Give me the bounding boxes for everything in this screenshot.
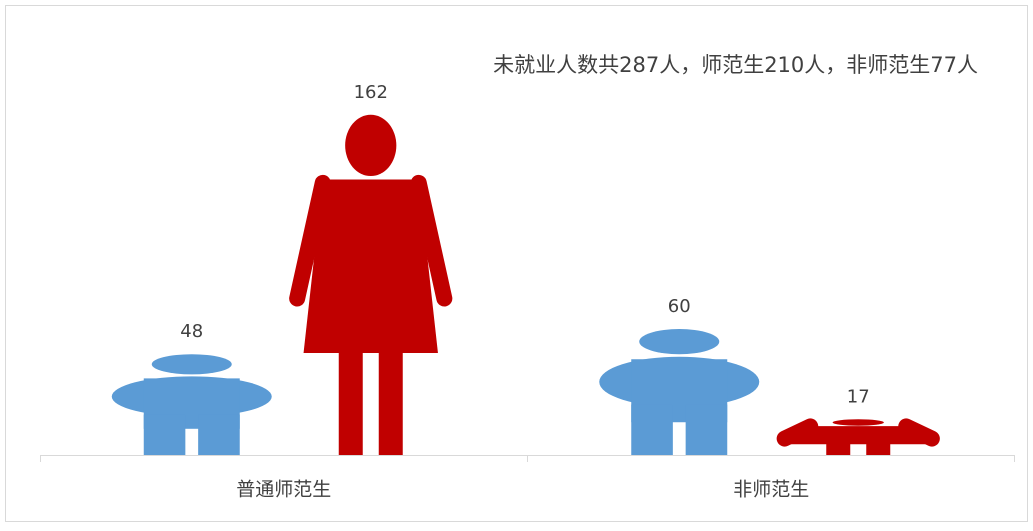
leg xyxy=(143,414,186,455)
data-label: 60 xyxy=(668,296,691,317)
arm xyxy=(410,174,453,307)
leg xyxy=(826,443,851,455)
annotation: 未就业人数共287人，师范生210人，非师范生77人 xyxy=(493,53,978,77)
dress xyxy=(791,426,926,445)
head xyxy=(639,329,720,355)
leg xyxy=(338,346,363,455)
head xyxy=(345,114,397,177)
arm xyxy=(898,418,940,447)
leg xyxy=(198,414,240,455)
pictogram xyxy=(111,354,272,455)
leg xyxy=(866,443,891,455)
arm xyxy=(289,174,331,307)
head xyxy=(832,419,884,426)
leg xyxy=(685,404,728,455)
x-tick-label: 非师范生 xyxy=(733,479,809,501)
data-label: 17 xyxy=(847,386,870,407)
pictogram xyxy=(599,329,760,455)
pictogram xyxy=(289,114,453,455)
head xyxy=(151,354,232,375)
data-label: 162 xyxy=(354,82,388,103)
leg xyxy=(378,346,403,455)
pictogram xyxy=(776,418,940,455)
dress xyxy=(303,179,438,353)
data-label: 48 xyxy=(180,321,203,342)
x-tick-label: 普通师范生 xyxy=(236,479,331,501)
leg xyxy=(631,404,673,455)
arm xyxy=(776,418,819,447)
